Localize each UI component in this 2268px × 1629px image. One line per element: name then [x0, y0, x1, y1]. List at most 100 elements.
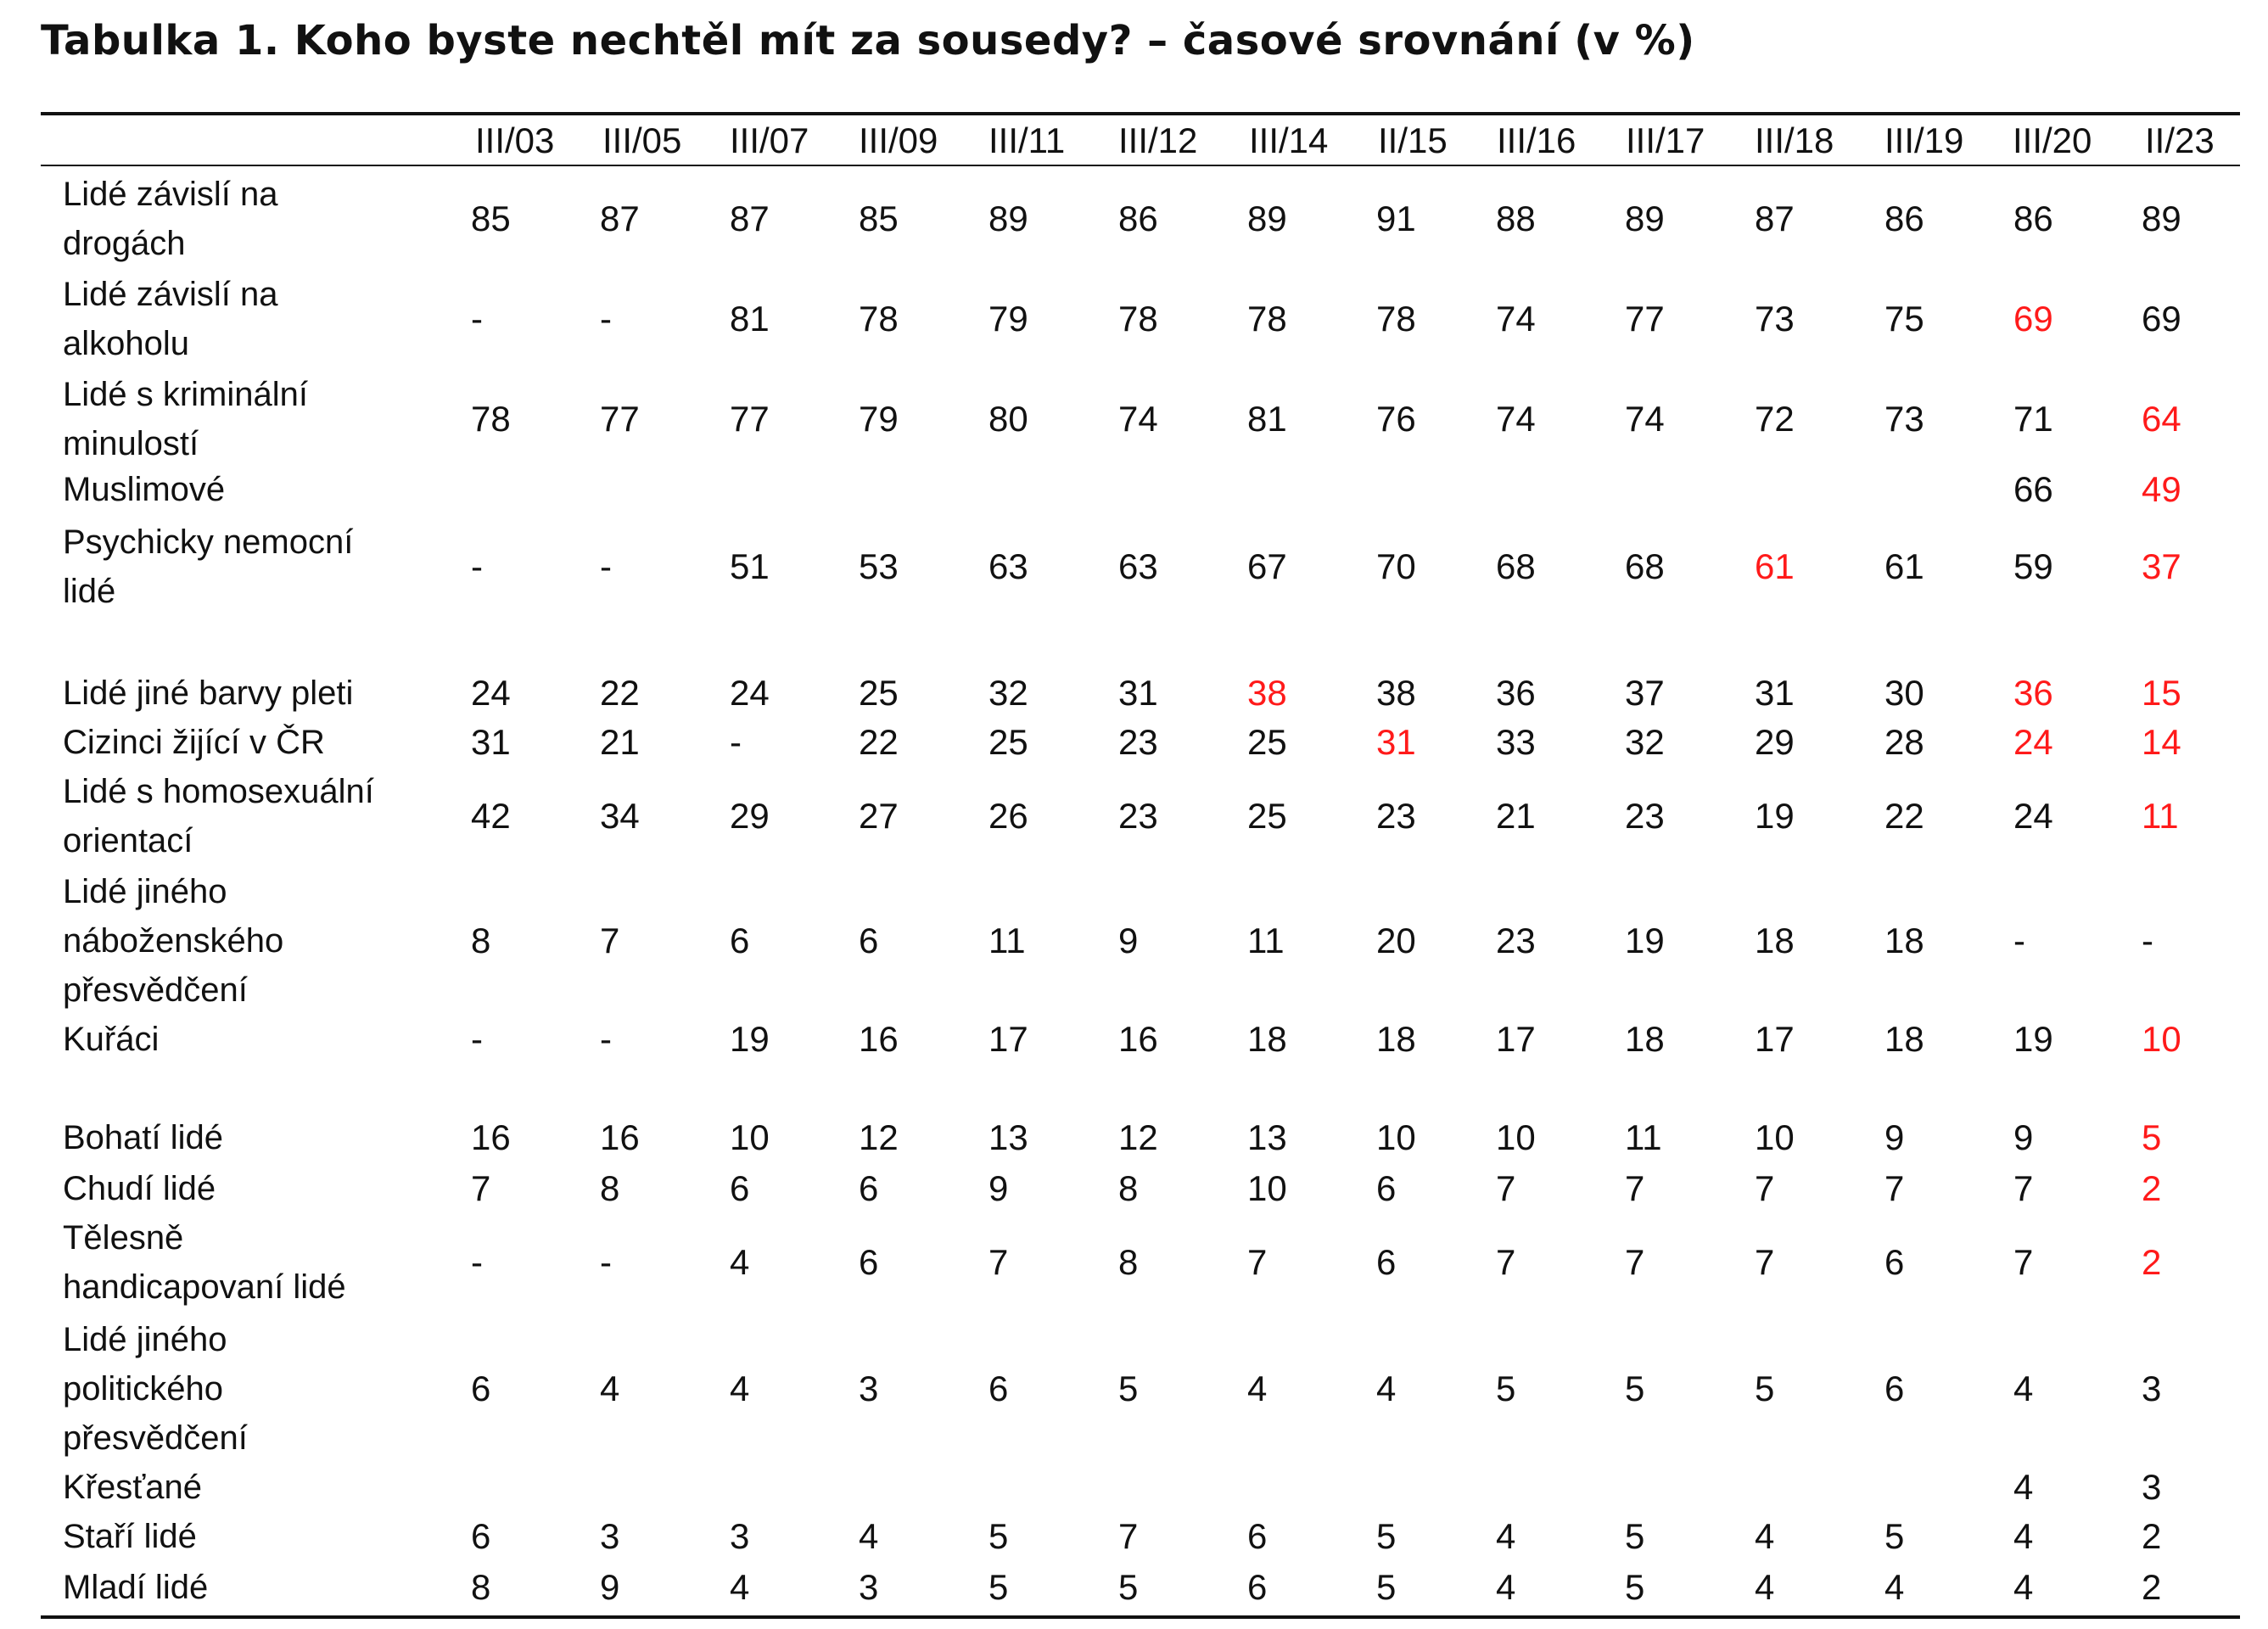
row-label-line: politického [63, 1370, 224, 1408]
table-cell: 3 [2142, 1369, 2162, 1408]
table-cell: 31 [1118, 673, 1158, 713]
header-rule [41, 165, 2240, 166]
row-label-line: minulostí [63, 425, 199, 462]
table-cell: 9 [1884, 1117, 1905, 1157]
table-cell: 53 [859, 546, 899, 586]
table-cell: 59 [2013, 546, 2053, 586]
table-cell: - [2142, 921, 2153, 960]
table-cell: 7 [2013, 1242, 2034, 1282]
table-cell: 8 [600, 1168, 620, 1208]
table-cell: 15 [2142, 673, 2181, 713]
table-cell: - [471, 1019, 483, 1059]
table-cell: 10 [730, 1117, 770, 1157]
table-cell: 11 [1625, 1117, 1662, 1157]
row-label: Lidé jiné barvy pleti [63, 669, 436, 718]
table-cell: 27 [859, 796, 899, 836]
table-cell: 23 [1376, 796, 1416, 836]
table-cell: 6 [1376, 1242, 1397, 1282]
table-cell: 14 [2142, 722, 2181, 762]
table-cell: 10 [1755, 1117, 1795, 1157]
table-cell: 79 [988, 299, 1028, 339]
row-label-line: drogách [63, 225, 186, 262]
table-cell: 6 [1247, 1516, 1268, 1556]
table-cell: 16 [1118, 1019, 1158, 1059]
table-cell: 16 [600, 1117, 640, 1157]
table-cell: 10 [1376, 1117, 1416, 1157]
table-cell: 7 [1118, 1516, 1139, 1556]
table-cell: 9 [988, 1168, 1009, 1208]
table-cell: 4 [2013, 1467, 2034, 1507]
table-cell: 87 [600, 199, 640, 238]
table-cell: 18 [1376, 1019, 1416, 1059]
table-cell: 23 [1625, 796, 1665, 836]
table-cell: 24 [2013, 796, 2053, 836]
row-label-line: Kuřáci [63, 1021, 160, 1058]
table-cell: 6 [988, 1369, 1009, 1408]
table-cell: 2 [2142, 1168, 2162, 1208]
table-cell: 4 [1247, 1369, 1268, 1408]
table-cell: 16 [471, 1117, 511, 1157]
table-row: Lidé s kriminální minulostí 78 77 77 79 80 74 81… [0, 370, 2268, 468]
table-cell: 7 [1496, 1168, 1516, 1208]
table-cell: 32 [1625, 722, 1665, 762]
table-cell: 89 [1625, 199, 1665, 238]
column-header: III/14 [1249, 120, 1329, 160]
table-cell: 30 [1884, 673, 1924, 713]
table-cell: 38 [1376, 673, 1416, 713]
table-cell: 2 [2142, 1516, 2162, 1556]
table-cell: 6 [859, 1242, 879, 1282]
table-cell: 6 [730, 921, 750, 960]
row-label: Bohatí lidé [63, 1113, 436, 1162]
table-cell: 11 [2142, 796, 2179, 836]
table-cell: 13 [988, 1117, 1028, 1157]
table-cell: 34 [600, 796, 640, 836]
table-cell: 22 [600, 673, 640, 713]
table-row: Lidé jiné barvy pleti 24 22 24 25 32 31 38 38 36 3… [0, 669, 2268, 718]
table-cell: 73 [1884, 399, 1924, 439]
table-cell: 70 [1376, 546, 1416, 586]
row-label-line: Psychicky nemocní [63, 523, 354, 561]
column-header: II/23 [2145, 120, 2215, 160]
table-cell: 86 [2013, 199, 2053, 238]
table-cell: 4 [1884, 1567, 1905, 1607]
row-label-line: Lidé závislí na [63, 176, 278, 213]
table-cell: 63 [988, 546, 1028, 586]
table-cell: 42 [471, 796, 511, 836]
table-cell: 5 [1118, 1567, 1139, 1607]
table-cell: 38 [1247, 673, 1287, 713]
row-label: Psychicky nemocní lidé [63, 518, 436, 616]
table-cell: 23 [1496, 921, 1536, 960]
row-label-line: Muslimové [63, 471, 226, 508]
table-cell: 6 [859, 921, 879, 960]
table-cell: 2 [2142, 1567, 2162, 1607]
table-cell: 69 [2142, 299, 2181, 339]
table-cell: 51 [730, 546, 770, 586]
table-cell: 18 [1625, 1019, 1665, 1059]
table-row: Chudí lidé 7 8 6 6 9 8 10 6 7 7 7 7 7 2 [0, 1164, 2268, 1213]
row-label: Cizinci žijící v ČR [63, 718, 436, 767]
table-cell: 76 [1376, 399, 1416, 439]
row-label-line: přesvědčení [63, 971, 248, 1009]
table-cell: 5 [2142, 1117, 2162, 1157]
row-label-line: Lidé jiné barvy pleti [63, 675, 354, 712]
table-row: Staří lidé 6 3 3 4 5 7 6 5 4 5 4 5 4 2 [0, 1512, 2268, 1561]
table-row: Muslimové 66 49 [0, 465, 2268, 514]
table-cell: 7 [471, 1168, 491, 1208]
table-cell: 72 [1755, 399, 1795, 439]
table-cell: 78 [1247, 299, 1287, 339]
table-cell: 6 [1376, 1168, 1397, 1208]
table-cell: 68 [1625, 546, 1665, 586]
table-cell: 8 [1118, 1242, 1139, 1282]
table-cell: 10 [1247, 1168, 1287, 1208]
table-cell: 86 [1118, 199, 1158, 238]
table-cell: 4 [2013, 1567, 2034, 1607]
table-cell: 23 [1118, 722, 1158, 762]
table-cell: 17 [988, 1019, 1028, 1059]
table-cell: 4 [730, 1567, 750, 1607]
table-row: Lidé s homosexuální orientací 42 34 29 27 26 23… [0, 767, 2268, 865]
table-cell: 20 [1376, 921, 1416, 960]
table-cell: 5 [1376, 1567, 1397, 1607]
table-cell: 10 [1496, 1117, 1536, 1157]
table-cell: 28 [1884, 722, 1924, 762]
table-cell: 78 [471, 399, 511, 439]
